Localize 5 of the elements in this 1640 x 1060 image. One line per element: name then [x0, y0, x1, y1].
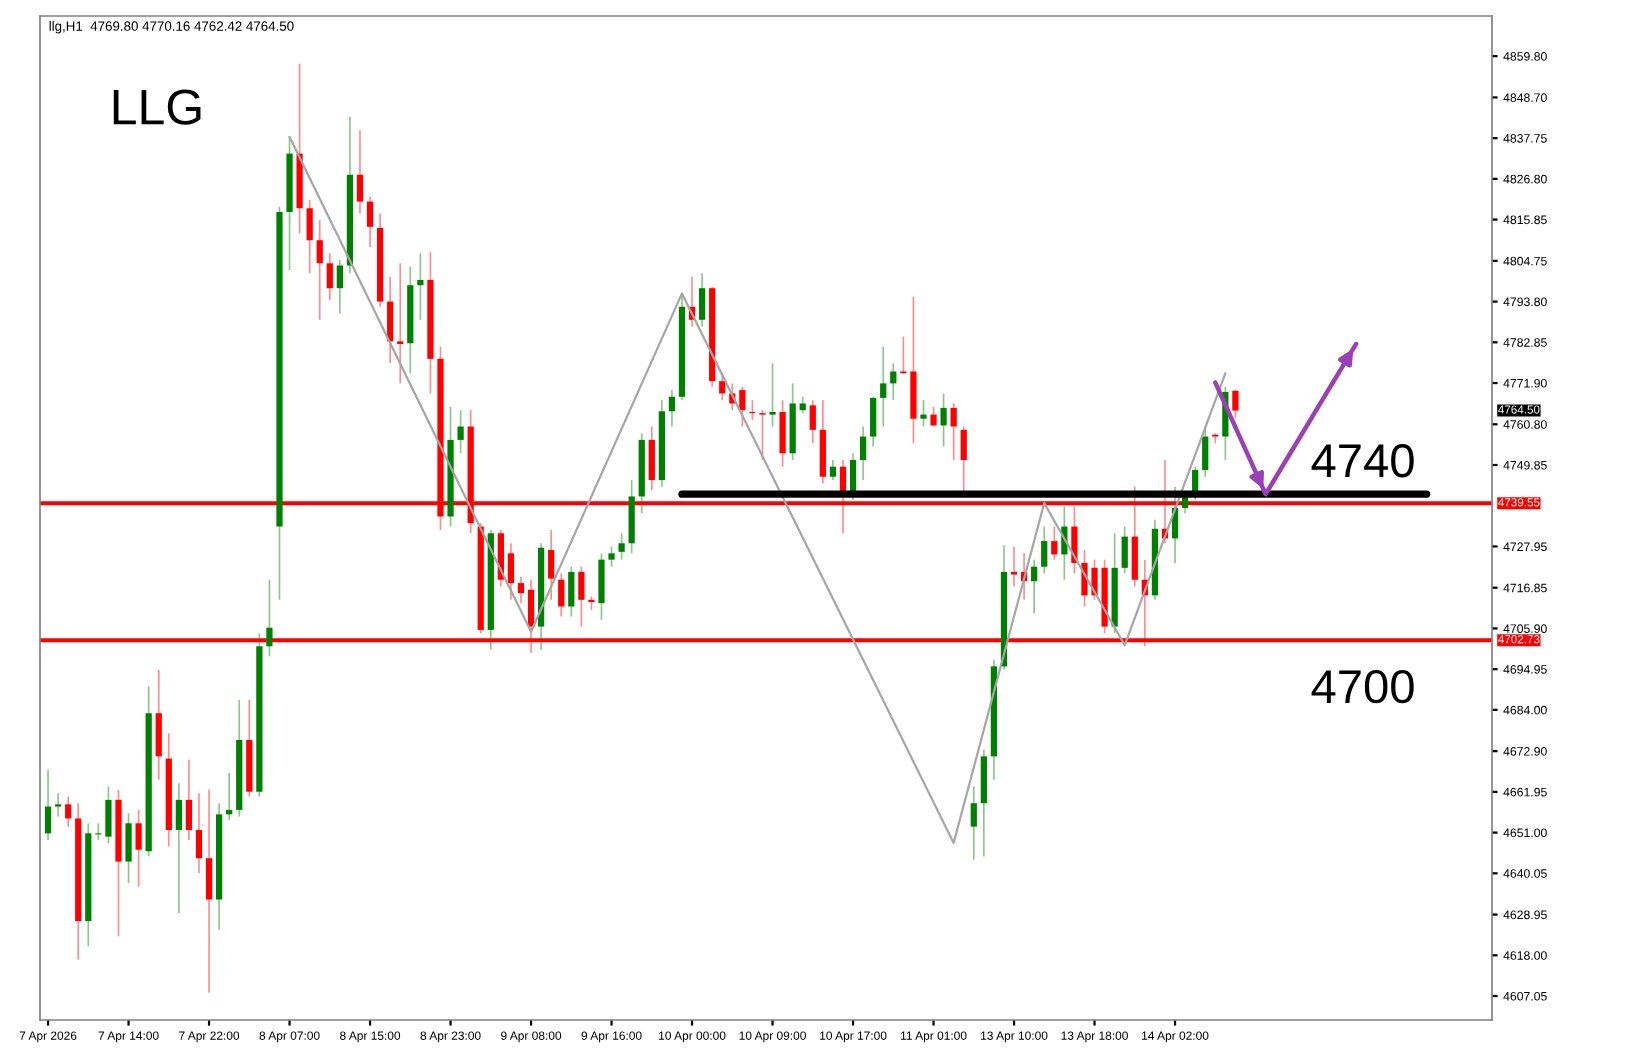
candlestick [1212, 432, 1219, 445]
line-series [288, 135, 1227, 845]
annotation: 4740 [1311, 444, 1414, 478]
annotation: 4700 [1311, 669, 1414, 704]
annotation: LLG [113, 89, 201, 125]
